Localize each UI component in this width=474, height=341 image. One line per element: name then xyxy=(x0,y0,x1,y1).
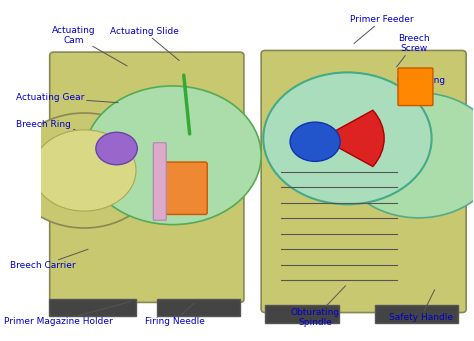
Circle shape xyxy=(32,130,136,211)
Text: Actuating
Cam: Actuating Cam xyxy=(52,26,127,66)
FancyBboxPatch shape xyxy=(157,299,240,316)
Text: Actuating Gear: Actuating Gear xyxy=(16,93,118,103)
Circle shape xyxy=(339,93,474,218)
FancyBboxPatch shape xyxy=(265,306,339,323)
FancyBboxPatch shape xyxy=(398,68,433,106)
Text: Safety Handle: Safety Handle xyxy=(389,290,453,322)
Text: Primer Feeder: Primer Feeder xyxy=(350,15,414,44)
Text: Breech
Screw: Breech Screw xyxy=(397,34,430,67)
Text: Primer Magazine Holder: Primer Magazine Holder xyxy=(4,301,131,326)
Text: Actuating Slide: Actuating Slide xyxy=(110,27,179,60)
FancyBboxPatch shape xyxy=(261,50,466,313)
FancyBboxPatch shape xyxy=(153,143,166,220)
Text: Firing Needle: Firing Needle xyxy=(145,302,205,326)
Text: Breech Carrier: Breech Carrier xyxy=(10,249,88,270)
Circle shape xyxy=(264,72,432,204)
FancyBboxPatch shape xyxy=(50,52,244,302)
Circle shape xyxy=(96,132,137,165)
Circle shape xyxy=(290,122,340,161)
Text: Breech Ring: Breech Ring xyxy=(16,120,75,130)
Wedge shape xyxy=(321,110,384,166)
FancyBboxPatch shape xyxy=(375,306,458,323)
Text: Obturating
Pad: Obturating Pad xyxy=(396,76,446,96)
FancyBboxPatch shape xyxy=(49,299,137,316)
Circle shape xyxy=(11,113,157,228)
FancyBboxPatch shape xyxy=(157,162,207,214)
Text: Obturating
Spindle: Obturating Spindle xyxy=(291,286,346,327)
Circle shape xyxy=(84,86,261,225)
